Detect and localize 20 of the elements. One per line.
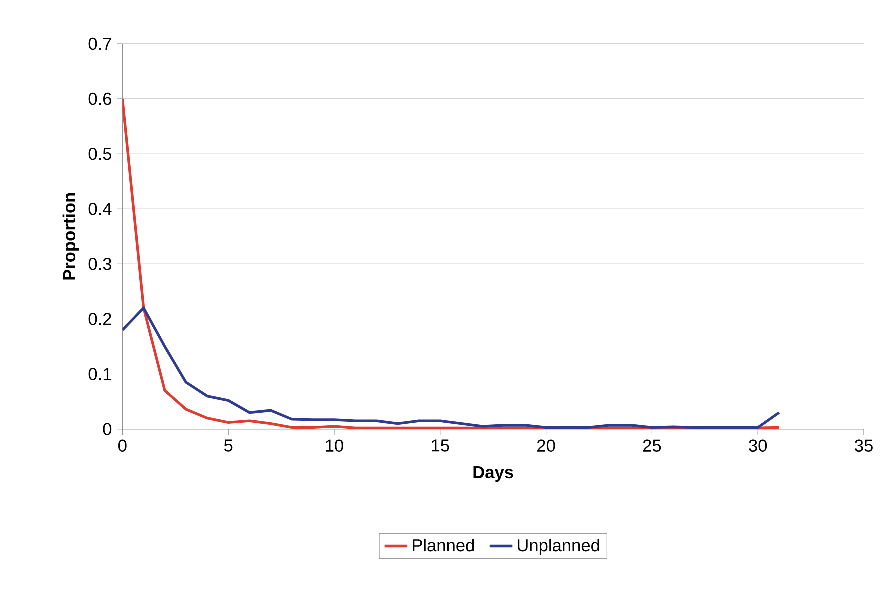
x-tick-label: 25: [643, 440, 662, 452]
y-tick-label: 0.1: [88, 368, 112, 380]
x-tick-label: 15: [432, 440, 450, 452]
y-tick-label: 0.7: [88, 38, 112, 50]
x-tick-label: 30: [749, 440, 768, 452]
x-axis-title: Days: [474, 466, 514, 482]
y-tick-label: 0.2: [88, 313, 112, 326]
x-tick-label: 0: [118, 440, 127, 452]
legend-label: Planned: [413, 538, 474, 552]
y-axis-title: Proportion: [62, 193, 80, 280]
y-tick-label: 0: [103, 423, 112, 436]
x-tick-label: 5: [224, 440, 233, 452]
y-tick-label: 0.5: [88, 148, 112, 160]
x-tick-label: 35: [855, 440, 873, 452]
y-tick-label: 0.4: [88, 203, 112, 216]
x-tick-label: 10: [326, 440, 344, 452]
x-tick-label: 20: [538, 440, 556, 452]
legend-label: Unplanned: [518, 538, 600, 556]
y-tick-label: 0.6: [88, 92, 112, 106]
y-tick-label: 0.3: [88, 258, 112, 270]
